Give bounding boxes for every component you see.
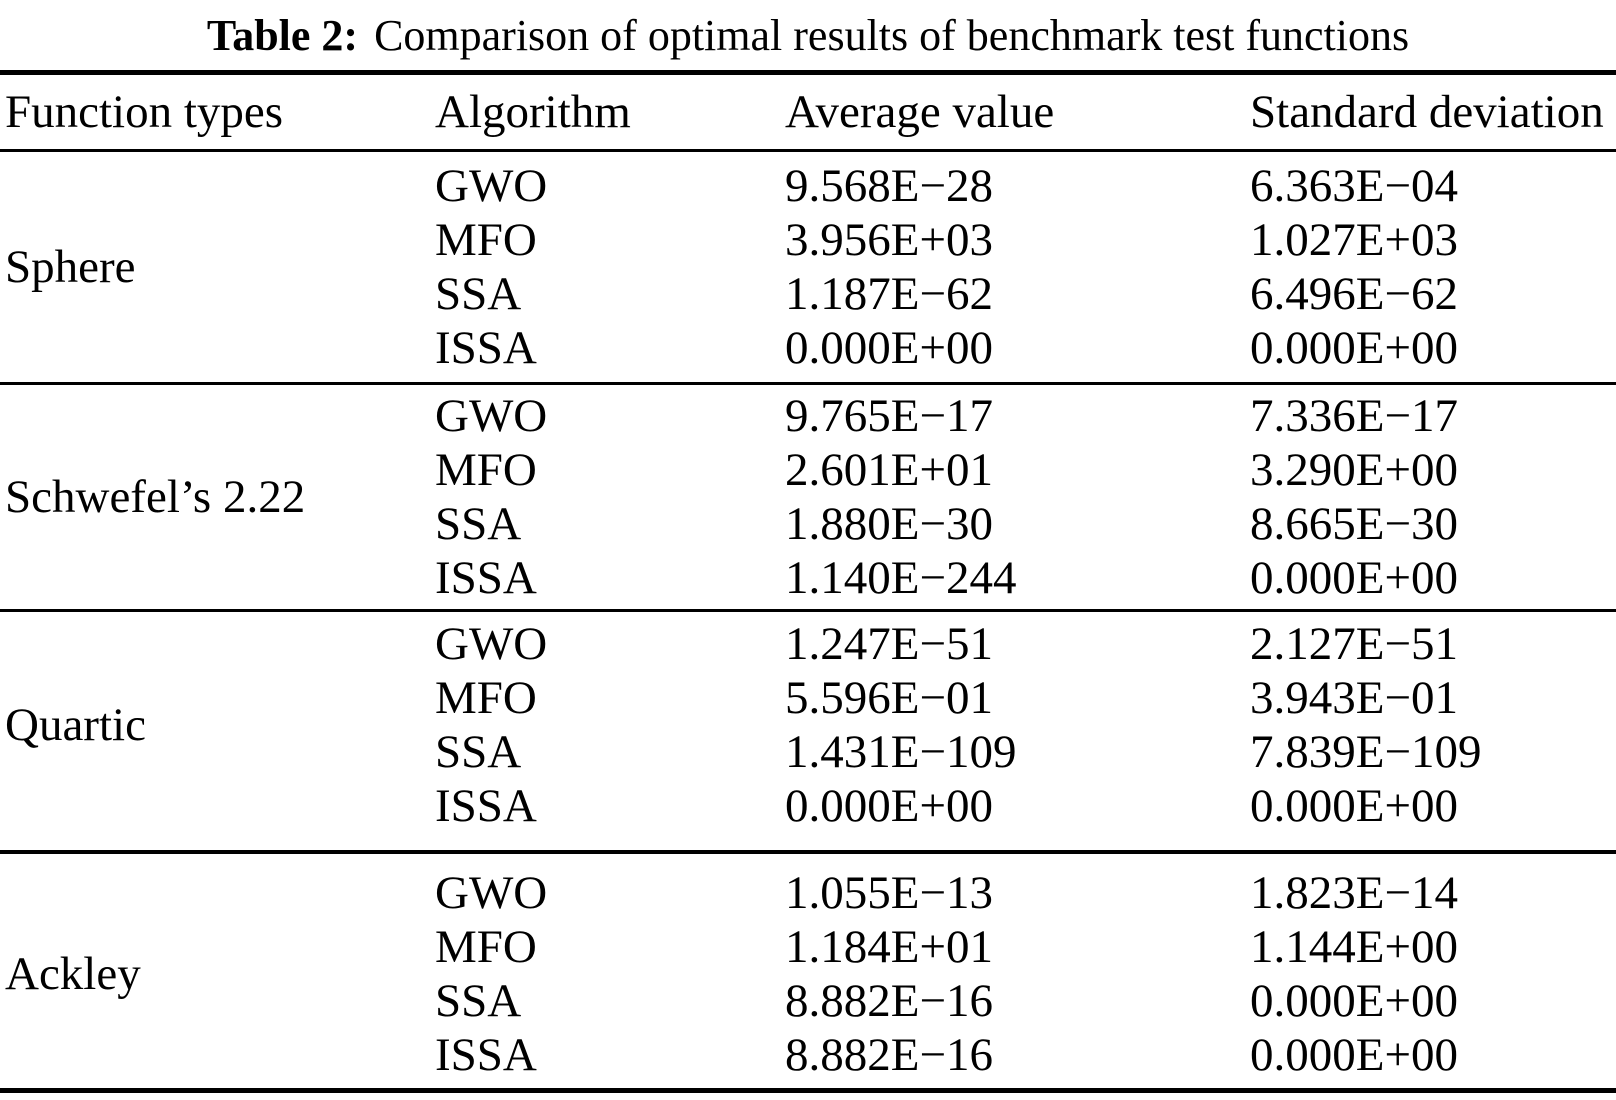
algorithm-cell: GWO [435, 160, 548, 212]
average-value-cell: 2.601E+01 [785, 444, 993, 496]
average-value-cell: 1.187E−62 [785, 268, 993, 320]
standard-deviation-cell: 6.363E−04 [1250, 160, 1458, 212]
table-group-quartic: Quartic GWO 1.247E−51 2.127E−51 MFO 5.59… [0, 612, 1616, 850]
average-value-cell: 3.956E+03 [785, 214, 993, 266]
table-caption-label: Table 2: [206, 10, 359, 60]
standard-deviation-cell: 0.000E+00 [1250, 552, 1458, 604]
rule-bottom [0, 1088, 1616, 1093]
standard-deviation-cell: 1.144E+00 [1250, 921, 1458, 973]
function-name: Ackley [5, 948, 141, 1000]
average-value-cell: 8.882E−16 [785, 1029, 993, 1081]
table-header-row: Function types Algorithm Average value S… [0, 75, 1616, 149]
standard-deviation-cell: 6.496E−62 [1250, 268, 1458, 320]
algorithm-cell: SSA [435, 726, 522, 778]
algorithm-cell: MFO [435, 921, 537, 973]
standard-deviation-cell: 7.839E−109 [1250, 726, 1482, 778]
average-value-cell: 1.184E+01 [785, 921, 993, 973]
rule-group-separator [0, 609, 1616, 612]
average-value-cell: 1.055E−13 [785, 867, 993, 919]
algorithm-cell: ISSA [435, 780, 537, 832]
algorithm-cell: MFO [435, 214, 537, 266]
algorithm-cell: ISSA [435, 1029, 537, 1081]
column-header-algorithm: Algorithm [435, 86, 631, 138]
algorithm-cell: SSA [435, 268, 522, 320]
standard-deviation-cell: 0.000E+00 [1250, 780, 1458, 832]
average-value-cell: 0.000E+00 [785, 322, 993, 374]
algorithm-cell: GWO [435, 867, 548, 919]
standard-deviation-cell: 0.000E+00 [1250, 322, 1458, 374]
algorithm-cell: MFO [435, 444, 537, 496]
average-value-cell: 1.880E−30 [785, 498, 993, 550]
column-header-average-value: Average value [785, 86, 1055, 138]
column-header-standard-deviation: Standard deviation [1250, 86, 1604, 138]
table-group-schwefel: Schwefel’s 2.22 GWO 9.765E−17 7.336E−17 … [0, 385, 1616, 609]
standard-deviation-cell: 1.027E+03 [1250, 214, 1458, 266]
standard-deviation-cell: 3.290E+00 [1250, 444, 1458, 496]
table-caption: Table 2: Comparison of optimal results o… [0, 0, 1616, 70]
average-value-cell: 5.596E−01 [785, 672, 993, 724]
table-group-sphere: Sphere GWO 9.568E−28 6.363E−04 MFO 3.956… [0, 152, 1616, 382]
function-name: Quartic [5, 699, 146, 751]
rule-group-separator [0, 850, 1616, 854]
algorithm-cell: GWO [435, 618, 548, 670]
average-value-cell: 9.765E−17 [785, 390, 993, 442]
table-group-ackley: Ackley GWO 1.055E−13 1.823E−14 MFO 1.184… [0, 854, 1616, 1088]
algorithm-cell: ISSA [435, 552, 537, 604]
algorithm-cell: GWO [435, 390, 548, 442]
average-value-cell: 1.431E−109 [785, 726, 1017, 778]
algorithm-cell: ISSA [435, 322, 537, 374]
function-name: Schwefel’s 2.22 [5, 471, 306, 523]
average-value-cell: 1.140E−244 [785, 552, 1017, 604]
rule-header-bottom [0, 149, 1616, 152]
standard-deviation-cell: 0.000E+00 [1250, 1029, 1458, 1081]
table-caption-text: Comparison of optimal results of benchma… [374, 10, 1410, 60]
algorithm-cell: SSA [435, 498, 522, 550]
standard-deviation-cell: 2.127E−51 [1250, 618, 1458, 670]
rule-group-separator [0, 382, 1616, 385]
function-name: Sphere [5, 241, 136, 293]
standard-deviation-cell: 3.943E−01 [1250, 672, 1458, 724]
rule-top [0, 70, 1616, 75]
average-value-cell: 1.247E−51 [785, 618, 993, 670]
algorithm-cell: MFO [435, 672, 537, 724]
column-header-function-types: Function types [5, 86, 284, 138]
standard-deviation-cell: 0.000E+00 [1250, 975, 1458, 1027]
standard-deviation-cell: 1.823E−14 [1250, 867, 1458, 919]
algorithm-cell: SSA [435, 975, 522, 1027]
average-value-cell: 0.000E+00 [785, 780, 993, 832]
average-value-cell: 9.568E−28 [785, 160, 993, 212]
standard-deviation-cell: 8.665E−30 [1250, 498, 1458, 550]
average-value-cell: 8.882E−16 [785, 975, 993, 1027]
standard-deviation-cell: 7.336E−17 [1250, 390, 1458, 442]
